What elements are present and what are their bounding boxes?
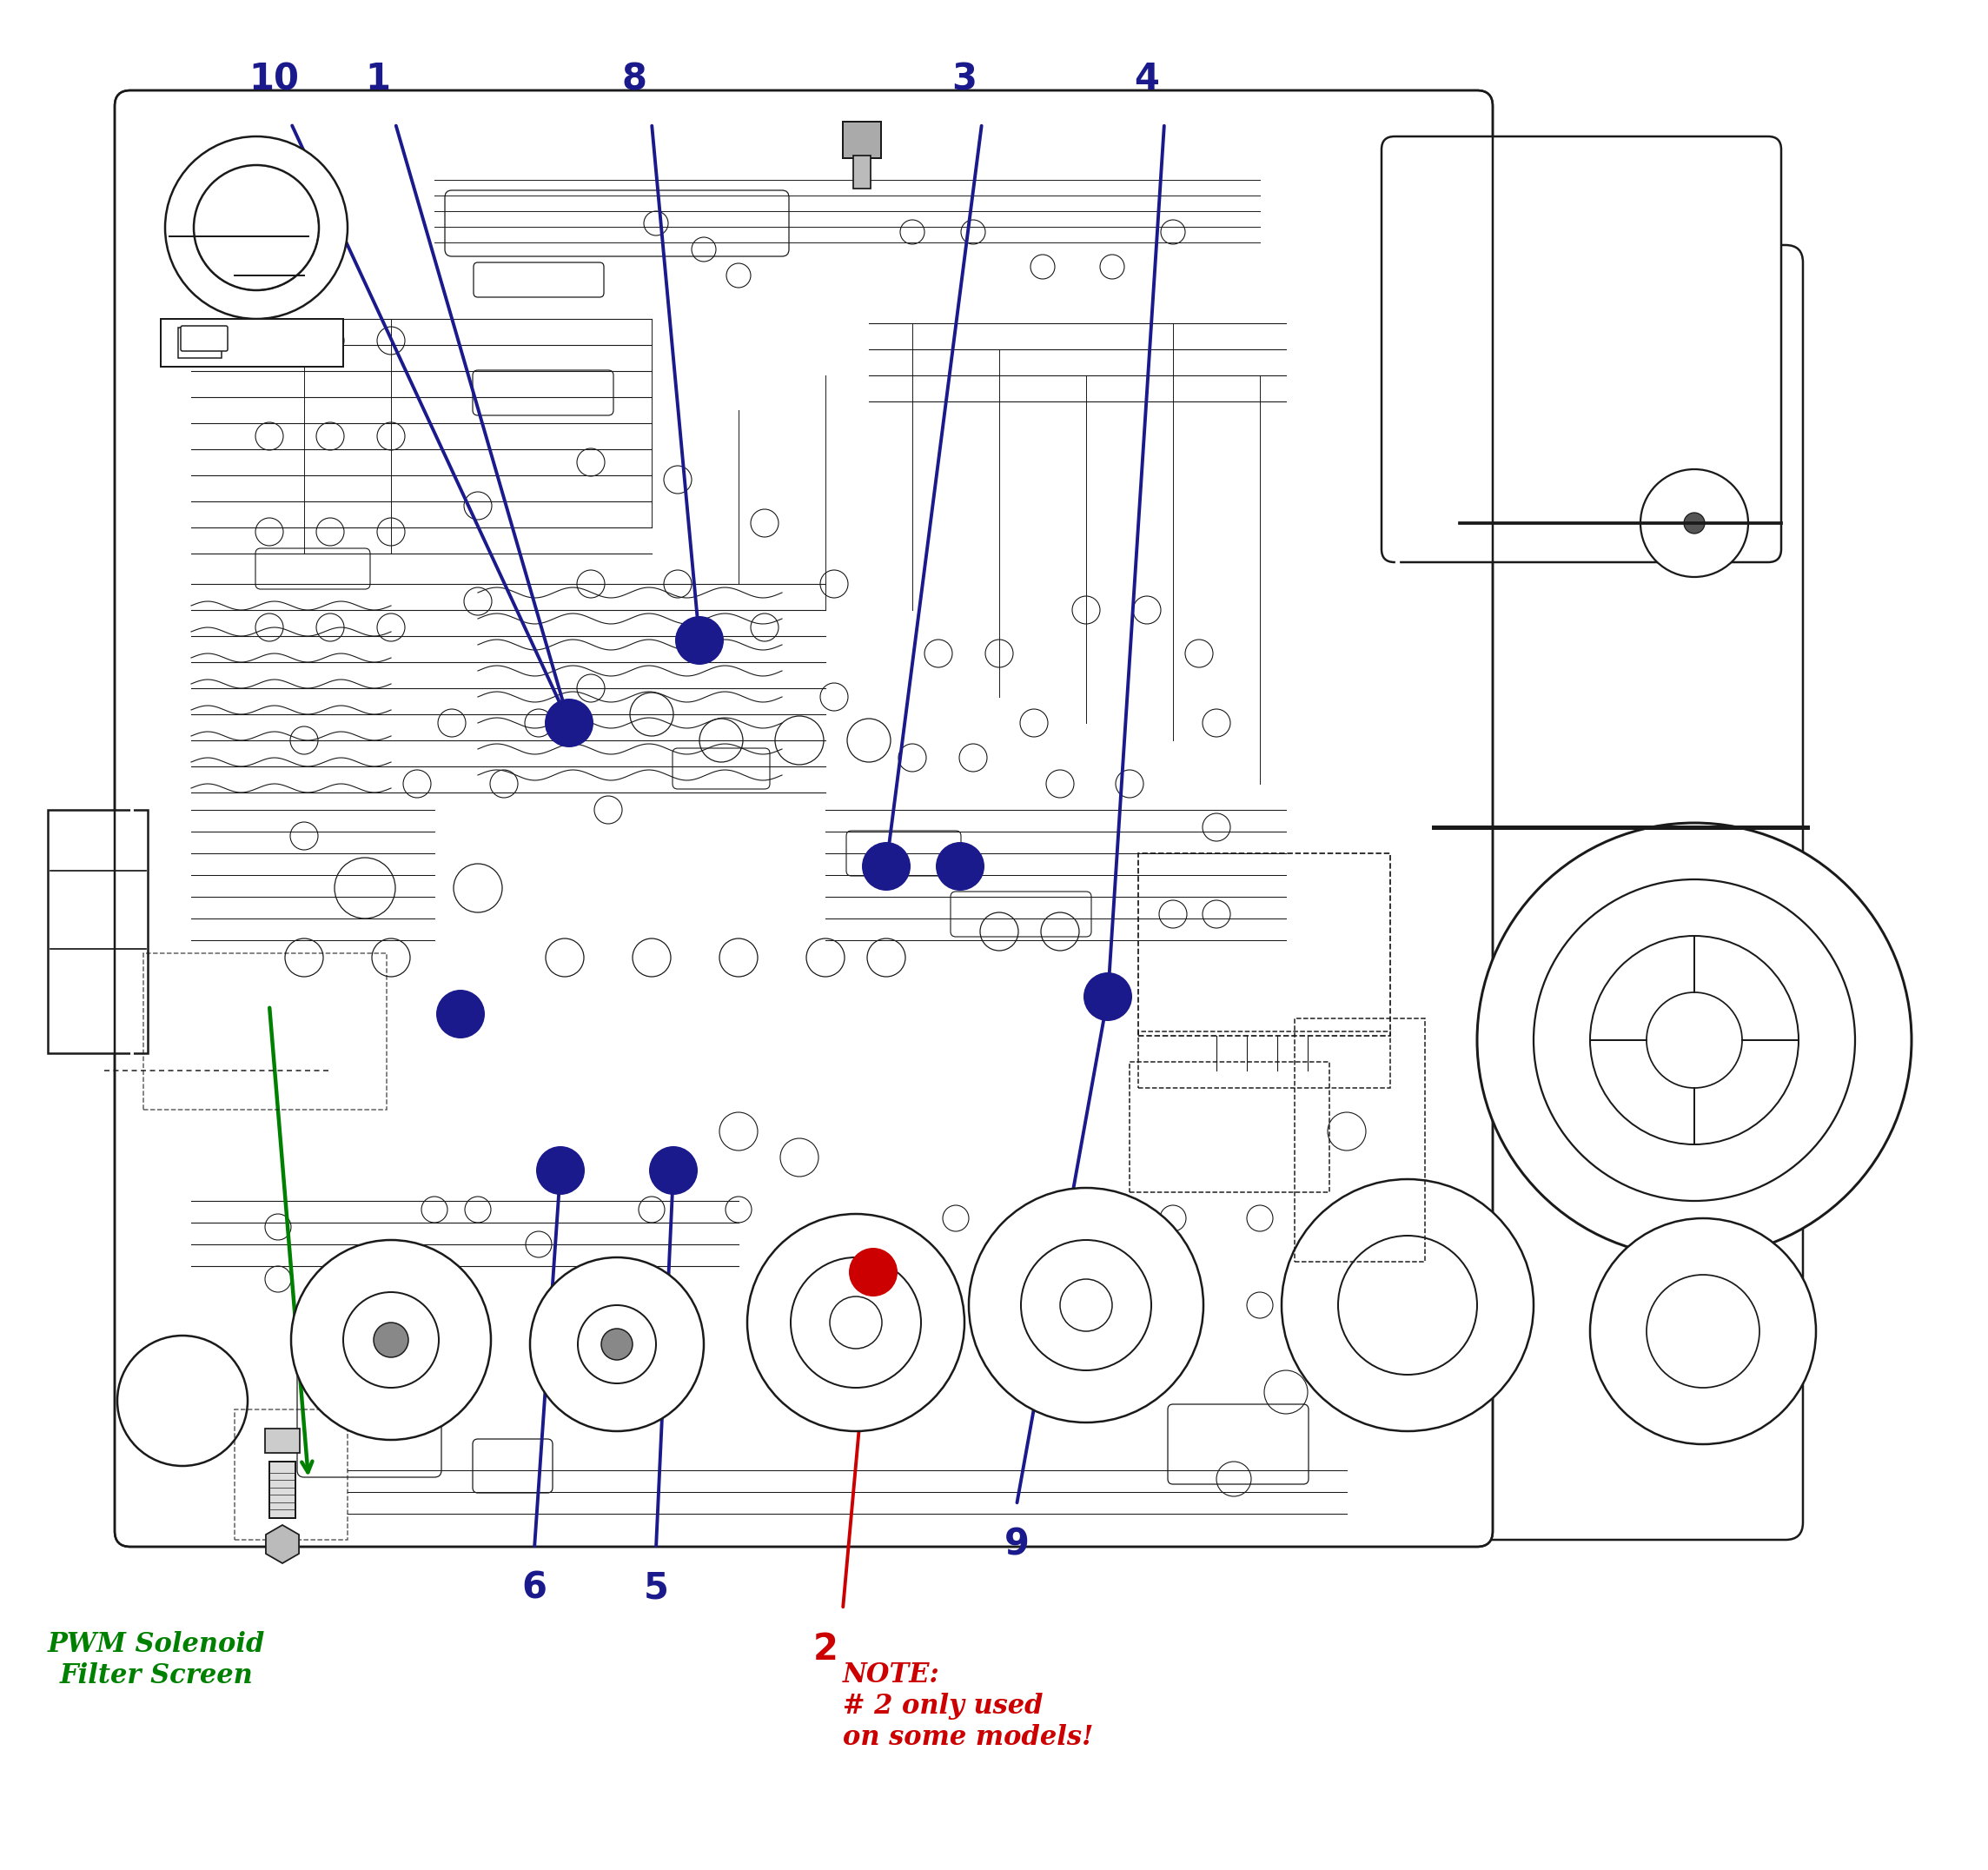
Text: 2: 2 [813,1631,839,1668]
Circle shape [936,842,984,890]
Text: 8: 8 [622,62,646,97]
Text: 5: 5 [644,1571,668,1606]
Circle shape [849,1247,897,1296]
Text: 4: 4 [1135,62,1159,97]
Circle shape [1684,512,1706,533]
Text: NOTE:
# 2 only used
on some models!: NOTE: # 2 only used on some models! [843,1661,1093,1750]
Circle shape [1646,1275,1759,1388]
Circle shape [531,1257,704,1431]
Text: 3: 3 [952,62,976,97]
Circle shape [579,1305,656,1384]
Circle shape [344,1292,439,1388]
Circle shape [1646,993,1741,1088]
Circle shape [1060,1279,1111,1331]
Circle shape [374,1322,408,1358]
Bar [268,1462,296,1518]
FancyBboxPatch shape [1382,137,1781,563]
Circle shape [747,1214,964,1431]
Bar [853,155,871,189]
Circle shape [1282,1180,1533,1431]
Bar [179,327,221,357]
Bar [1129,1062,1330,1193]
Circle shape [1590,935,1799,1144]
Circle shape [1640,469,1747,578]
Circle shape [648,1146,698,1195]
Circle shape [1083,972,1131,1021]
Text: 6: 6 [521,1571,547,1606]
Circle shape [165,137,348,320]
Circle shape [117,1335,248,1466]
Text: 1: 1 [366,62,390,97]
Circle shape [435,989,485,1038]
FancyBboxPatch shape [181,325,229,352]
FancyBboxPatch shape [48,810,147,1053]
Circle shape [290,1240,491,1440]
Text: 10: 10 [248,62,298,97]
Text: 9: 9 [1004,1526,1030,1563]
Circle shape [1338,1236,1477,1374]
Bar [235,1410,348,1539]
FancyBboxPatch shape [115,90,1493,1546]
Bar [264,1429,300,1453]
Circle shape [968,1187,1203,1423]
Bar [1139,853,1390,1036]
Bar [143,954,386,1109]
FancyBboxPatch shape [1378,245,1803,1539]
Circle shape [863,842,911,890]
Bar [161,320,344,367]
Circle shape [1533,879,1855,1201]
Circle shape [1477,823,1912,1257]
Circle shape [791,1257,920,1388]
Text: PWM Solenoid
Filter Screen: PWM Solenoid Filter Screen [48,1631,264,1689]
Circle shape [829,1296,883,1348]
Circle shape [600,1330,632,1359]
Circle shape [545,699,594,748]
Bar [843,122,881,159]
Circle shape [193,165,318,290]
Circle shape [1022,1240,1151,1371]
Circle shape [537,1146,584,1195]
Bar [1139,1032,1390,1088]
Circle shape [676,615,724,664]
Circle shape [1590,1217,1815,1444]
